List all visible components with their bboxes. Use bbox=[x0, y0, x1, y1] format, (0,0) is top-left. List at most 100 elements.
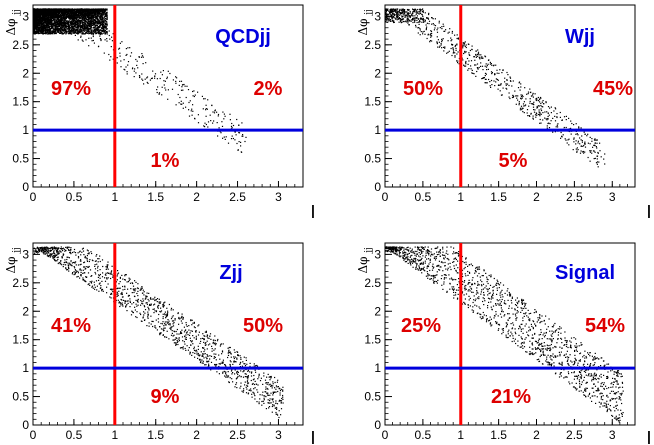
scatter-point bbox=[56, 14, 58, 16]
scatter-point bbox=[186, 85, 188, 87]
scatter-point bbox=[78, 18, 80, 20]
scatter-point bbox=[36, 17, 38, 20]
scatter-point bbox=[84, 32, 87, 34]
scatter-point bbox=[70, 24, 72, 26]
scatter-point bbox=[46, 33, 48, 35]
scatter-point bbox=[56, 23, 58, 25]
scatter-point bbox=[85, 12, 87, 14]
scatter-point bbox=[42, 11, 44, 13]
scatter-point bbox=[141, 55, 144, 57]
scatter-point bbox=[47, 16, 49, 18]
scatter-point bbox=[86, 19, 88, 21]
scatter-point bbox=[80, 27, 82, 29]
scatter-point bbox=[69, 32, 71, 34]
scatter-point bbox=[83, 27, 85, 29]
scatter-point bbox=[33, 27, 35, 29]
scatter-point bbox=[71, 28, 73, 30]
scatter-point bbox=[61, 29, 63, 31]
scatter-point bbox=[88, 30, 90, 32]
scatter-point bbox=[77, 27, 79, 29]
scatter-point bbox=[41, 27, 43, 29]
scatter-point bbox=[65, 17, 67, 19]
scatter-point bbox=[81, 13, 83, 15]
scatter-point bbox=[56, 20, 58, 22]
scatter-point bbox=[92, 35, 94, 38]
scatter-point bbox=[88, 13, 90, 15]
scatter-point bbox=[84, 26, 86, 28]
scatter-point bbox=[68, 22, 70, 24]
scatter-point bbox=[125, 54, 127, 56]
scatter-point bbox=[73, 10, 75, 12]
scatter-point bbox=[33, 12, 35, 14]
scatter-point bbox=[102, 8, 105, 10]
scatter-point bbox=[64, 12, 66, 15]
scatter-point bbox=[67, 15, 69, 18]
scatter-point bbox=[61, 25, 63, 27]
scatter-point bbox=[73, 22, 75, 24]
scatter-point bbox=[37, 23, 39, 25]
scatter-point bbox=[80, 21, 82, 23]
scatter-point bbox=[73, 17, 75, 19]
scatter-point bbox=[91, 13, 93, 15]
scatter-point bbox=[81, 11, 83, 13]
scatter-point bbox=[76, 26, 78, 28]
scatter-point bbox=[385, 8, 387, 10]
scatter-point bbox=[39, 29, 41, 31]
scatter-point bbox=[34, 8, 36, 10]
scatter-point bbox=[99, 35, 101, 37]
scatter-point bbox=[56, 31, 58, 33]
scatter-point bbox=[95, 33, 97, 35]
scatter-point bbox=[92, 20, 94, 22]
scatter-point bbox=[58, 15, 61, 17]
scatter-point bbox=[100, 29, 102, 31]
scatter-point bbox=[62, 28, 64, 31]
scatter-point bbox=[223, 136, 225, 138]
scatter-point bbox=[87, 29, 89, 31]
scatter-point bbox=[92, 31, 94, 33]
scatter-point bbox=[62, 14, 64, 16]
scatter-point bbox=[51, 15, 53, 17]
scatter-point bbox=[83, 9, 85, 11]
scatter-point bbox=[87, 8, 89, 10]
y-tick-label: 1.5 bbox=[12, 95, 29, 109]
scatter-point bbox=[83, 33, 85, 35]
scatter-point bbox=[59, 24, 61, 26]
scatter-point bbox=[142, 63, 144, 65]
scatter-point bbox=[59, 28, 61, 30]
scatter-point bbox=[91, 20, 93, 22]
scatter-point bbox=[55, 14, 57, 16]
scatter-point bbox=[34, 32, 36, 34]
scatter-point bbox=[161, 86, 163, 88]
scatter-point bbox=[104, 9, 107, 11]
scatter-point bbox=[40, 12, 42, 14]
scatter-point bbox=[104, 33, 106, 35]
scatter-point bbox=[86, 28, 88, 30]
scatter-point bbox=[79, 31, 81, 34]
scatter-point bbox=[169, 72, 171, 75]
scatter-point bbox=[101, 21, 103, 23]
scatter-point bbox=[118, 48, 120, 50]
x-tick-label: 1 bbox=[111, 190, 118, 204]
scatter-point bbox=[120, 66, 122, 68]
scatter-point bbox=[227, 142, 230, 144]
scatter-point bbox=[167, 98, 169, 100]
scatter-point bbox=[69, 15, 72, 17]
scatter-point bbox=[54, 8, 56, 10]
scatter-point bbox=[48, 30, 50, 32]
scatter-point bbox=[88, 16, 90, 18]
scatter-point bbox=[87, 11, 89, 13]
scatter-point bbox=[98, 30, 100, 32]
scatter-point bbox=[87, 20, 89, 22]
scatter-point bbox=[47, 12, 50, 14]
scatter-point bbox=[73, 11, 75, 13]
scatter-point bbox=[65, 8, 67, 10]
scatter-point bbox=[76, 13, 78, 15]
scatter-point bbox=[85, 13, 87, 15]
scatter-point bbox=[91, 11, 93, 13]
scatter-point bbox=[79, 12, 81, 15]
scatter-point bbox=[51, 18, 53, 20]
scatter-point bbox=[45, 15, 47, 17]
scatter-point bbox=[94, 9, 96, 11]
scatter-point bbox=[98, 27, 100, 29]
scatter-point bbox=[419, 18, 421, 20]
